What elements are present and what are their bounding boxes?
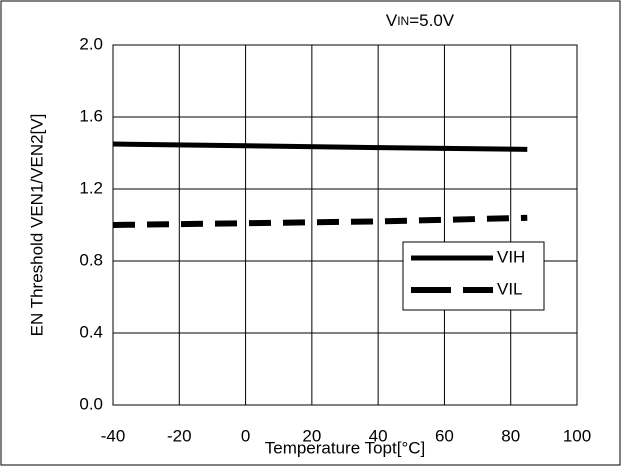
y-tick-label: 1.6 — [79, 106, 103, 125]
y-axis-label: EN Threshold VEN1/VEN2[V] — [27, 114, 46, 337]
x-axis-label: Temperature Topt[°C] — [265, 438, 426, 457]
y-tick-label: 0.8 — [79, 250, 103, 269]
x-tick-label: 60 — [435, 426, 454, 445]
y-tick-label: 0.0 — [79, 394, 103, 413]
x-tick-label: 0 — [241, 426, 250, 445]
legend-label: VIL — [497, 279, 523, 298]
x-tick-label: -40 — [101, 426, 126, 445]
series-line — [112, 141, 528, 152]
x-tick-label: -20 — [167, 426, 192, 445]
x-tick-label: 80 — [501, 426, 520, 445]
legend-box — [402, 241, 545, 311]
y-tick-label: 0.4 — [79, 322, 103, 341]
y-tick-label: 2.0 — [79, 34, 103, 53]
y-tick-label: 1.2 — [79, 178, 103, 197]
x-tick-label: 40 — [369, 426, 388, 445]
x-tick-label: 100 — [563, 426, 591, 445]
legend-label: VIH — [497, 247, 525, 266]
x-tick-label: 20 — [302, 426, 321, 445]
annotation: VIN=5.0V — [386, 11, 455, 30]
